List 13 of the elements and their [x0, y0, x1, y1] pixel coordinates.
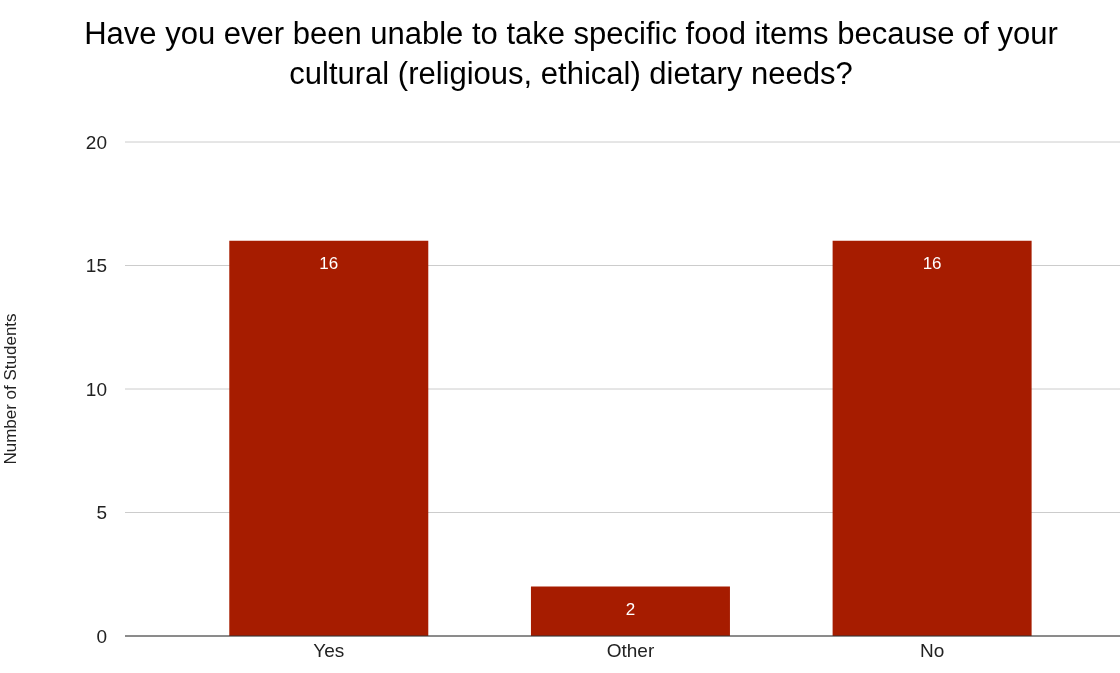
y-axis-title: Number of Students — [1, 313, 21, 465]
x-tick-label: No — [920, 640, 945, 662]
y-tick-label: 5 — [96, 502, 107, 524]
x-tick-label: Yes — [313, 640, 345, 662]
data-label: 2 — [625, 599, 636, 619]
x-tick-label: Other — [606, 640, 655, 662]
y-tick-label: 15 — [85, 255, 107, 277]
y-tick-label: 20 — [85, 131, 107, 153]
chart-title: Have you ever been unable to take specific food items because of your cultural (religious, ethical) dietary needs? — [83, 15, 1059, 93]
data-label: 16 — [922, 253, 942, 273]
data-label: 16 — [319, 253, 339, 273]
y-tick-label: 0 — [96, 625, 107, 647]
y-tick-label: 10 — [85, 378, 107, 400]
